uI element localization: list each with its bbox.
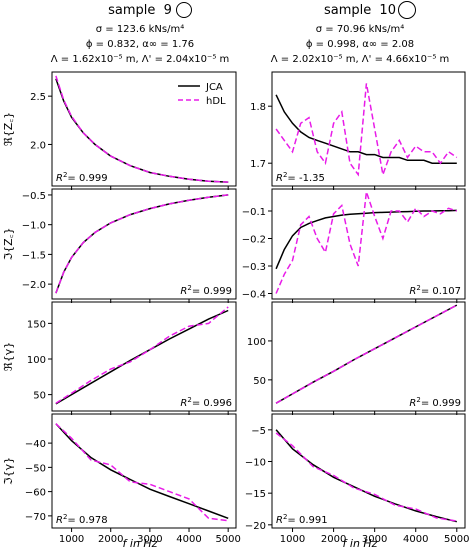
- r-squared-label: R2= 0.999: [409, 396, 461, 409]
- y-tick-label: 100: [27, 355, 46, 366]
- svg-text:sample 10: sample 10: [324, 3, 396, 18]
- r-squared-label: R2= 0.991: [276, 513, 328, 526]
- x-tick-label: 4000: [176, 534, 201, 545]
- y-tick-label: −0.1: [242, 207, 266, 218]
- y-tick-label: −50: [25, 463, 46, 474]
- y-tick-label: −1.0: [22, 221, 46, 232]
- panel-ReZc-sample10: 1.7 1.8 R2= -1.35: [250, 71, 466, 190]
- series-line-hdl: [55, 423, 229, 522]
- y-tick-label: 50: [253, 376, 266, 387]
- y-tick-label: 2.0: [30, 140, 46, 151]
- x-tick-label: 3000: [362, 534, 387, 545]
- y-tick-label: −0.3: [242, 262, 266, 273]
- x-axis-label-right: f in Hz: [343, 537, 378, 550]
- y-tick-label: 1.7: [250, 159, 266, 170]
- plot-frame: [51, 301, 237, 412]
- column-header-sample-9: sample 9 σ = 123.6 kNs/m⁴ ϕ = 0.832, α∞ …: [51, 2, 230, 65]
- svg-text:sample 9: sample 9: [108, 3, 172, 18]
- panel-Regamma-sample10: 50 100 R2= 0.999: [247, 301, 466, 415]
- params-line-1: σ = 123.6 kNs/m⁴: [96, 24, 184, 35]
- x-axis-label-left: f in Hz: [123, 537, 158, 550]
- r-squared-label: R2= 0.999: [56, 171, 108, 184]
- x-tick-label: 3000: [137, 534, 162, 545]
- y-axis-label: ℑ{Z꜀}: [2, 227, 15, 260]
- column-title: sample: [324, 3, 371, 18]
- panel-Imgamma-sample10: −20 −15 −10 −5 1000 2000 3000 4000 5000 R2= 0.991: [245, 413, 470, 545]
- x-tick-label: 2000: [98, 534, 123, 545]
- params-line-2: ϕ = 0.998, α∞ = 2.08: [306, 39, 414, 50]
- y-tick-label: 1.8: [250, 102, 266, 113]
- y-tick-label: −15: [245, 489, 266, 500]
- plot-frame: [51, 71, 237, 187]
- x-tick-label: 2000: [321, 534, 346, 545]
- plot-frame: [271, 188, 466, 300]
- y-axis-label: ℑ{γ}: [2, 457, 15, 485]
- x-tick-label: 5000: [444, 534, 469, 545]
- y-tick-label: 100: [247, 337, 266, 348]
- panel-ImZc-sample10: −0.4 −0.3 −0.2 −0.1 R2= 0.107: [242, 188, 466, 303]
- plot-frame: [271, 301, 466, 412]
- params-line-3: Λ = 2.02x10⁻⁵ m, Λ' = 4.66x10⁻⁵ m: [271, 54, 450, 65]
- panel-Imgamma-sample9: −70 −60 −50 −40 1000 2000 3000 4000 5000 ℑ{γ} R2= …: [2, 413, 241, 545]
- sample-number-circle: [398, 1, 416, 19]
- series-line-hdl: [55, 306, 229, 404]
- series-line-jca: [275, 209, 457, 270]
- params-line-2: ϕ = 0.832, α∞ = 1.76: [86, 39, 194, 50]
- y-tick-label: −0.2: [242, 235, 266, 246]
- y-tick-label: −0.5: [22, 191, 46, 202]
- legend-hdl-label: hDL: [206, 96, 226, 107]
- r-squared-label: R2= 0.999: [180, 284, 232, 297]
- y-axis-label: ℜ{γ}: [2, 342, 15, 371]
- y-tick-label: −20: [245, 521, 266, 532]
- series-line-hdl: [275, 83, 458, 178]
- plot-frame: [51, 413, 237, 529]
- params-line-3: Λ = 1.62x10⁻⁵ m, Λ' = 2.04x10⁻⁵ m: [51, 54, 230, 65]
- r-squared-label: R2= 0.978: [56, 513, 108, 526]
- series-line-jca: [55, 423, 229, 520]
- y-tick-label: −5: [251, 426, 266, 437]
- x-tick-label: 1000: [59, 534, 84, 545]
- y-tick-label: 50: [33, 391, 46, 402]
- params-line-1: σ = 70.96 kNs/m⁴: [316, 24, 404, 35]
- y-tick-label: −2.0: [22, 280, 46, 291]
- panel-Regamma-sample9: 50 100 150 ℜ{γ} R2= 0.996: [2, 301, 237, 415]
- y-tick-label: −40: [25, 439, 46, 450]
- plot-frame: [271, 413, 466, 529]
- r-squared-label: R2= -1.35: [276, 171, 325, 184]
- y-tick-label: −0.4: [242, 290, 266, 301]
- series-line-hdl: [275, 191, 458, 294]
- series-line-jca: [275, 429, 457, 523]
- r-squared-label: R2= 0.107: [409, 284, 461, 297]
- series-line-jca: [275, 94, 457, 164]
- y-tick-label: −60: [25, 488, 46, 499]
- sample-number-circle: [176, 2, 192, 18]
- sample-number: 9: [164, 3, 172, 18]
- series-line-jca: [55, 78, 229, 183]
- y-tick-label: −70: [25, 512, 46, 523]
- x-tick-label: 5000: [215, 534, 240, 545]
- column-header-sample-10: sample 10 σ = 70.96 kNs/m⁴ ϕ = 0.998, α∞…: [271, 1, 450, 65]
- series-line-hdl: [55, 75, 229, 183]
- series-line-hdl: [275, 432, 457, 522]
- panel-ImZc-sample9: −2.0 −1.5 −1.0 −0.5 ℑ{Z꜀} R2= 0.999: [2, 188, 237, 303]
- y-axis-label: ℜ{Z꜀}: [2, 112, 15, 146]
- y-tick-label: −1.5: [22, 250, 46, 261]
- plot-frame: [271, 71, 466, 187]
- series-line-hdl: [275, 304, 458, 404]
- legend-jca-label: JCA: [205, 82, 223, 93]
- y-tick-label: 150: [27, 319, 46, 330]
- y-tick-label: −10: [245, 458, 266, 469]
- sample-number: 10: [379, 3, 396, 18]
- series-line-hdl: [55, 194, 229, 294]
- legend: JCA hDL: [178, 82, 226, 107]
- panel-ReZc-sample9: 2.0 2.5 ℜ{Z꜀} R2= 0.999: [2, 71, 237, 190]
- plot-frame: [51, 188, 237, 300]
- y-tick-label: 2.5: [30, 92, 46, 103]
- x-tick-label: 4000: [403, 534, 428, 545]
- x-tick-label: 1000: [280, 534, 305, 545]
- column-title: sample: [108, 3, 155, 18]
- r-squared-label: R2= 0.996: [180, 396, 232, 409]
